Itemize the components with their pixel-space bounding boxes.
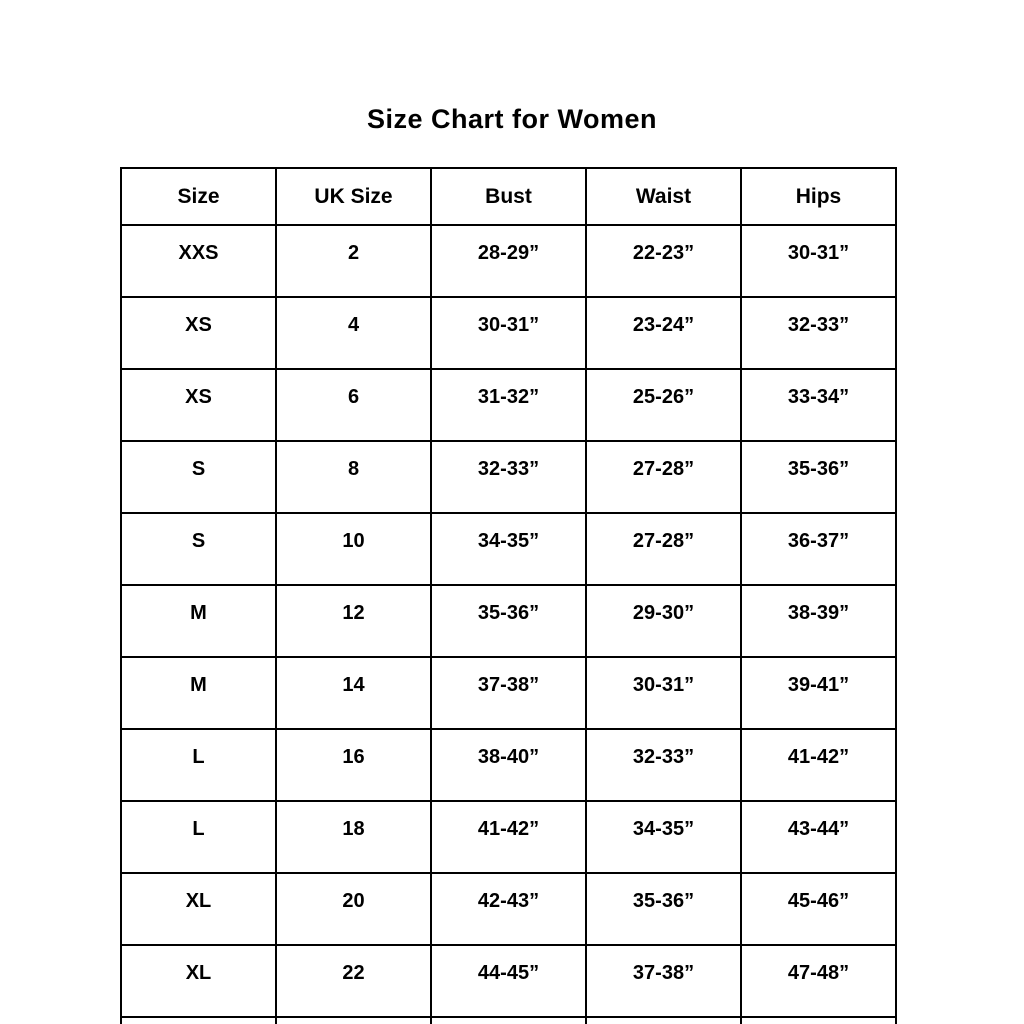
table-cell: 22-23”	[585, 224, 742, 298]
table-cell: 18	[275, 800, 432, 874]
table-cell: 4	[275, 296, 432, 370]
header-row: Size UK Size Bust Waist Hips	[120, 167, 897, 226]
table-cell: 46-48”	[430, 1016, 587, 1024]
table-cell: 47-48”	[740, 944, 897, 1018]
table-cell: XXL	[120, 1016, 277, 1024]
table-cell: S	[120, 512, 277, 586]
table-cell: 2	[275, 224, 432, 298]
table-cell: 49-50”	[740, 1016, 897, 1024]
table-cell: 42-43”	[430, 872, 587, 946]
table-row: XS 4 30-31” 23-24” 32-33”	[120, 296, 897, 370]
table-row: XS 6 31-32” 25-26” 33-34”	[120, 368, 897, 442]
column-header-bust: Bust	[430, 167, 587, 226]
table-cell: L	[120, 728, 277, 802]
table-cell: 32-33”	[430, 440, 587, 514]
table-cell: 35-36”	[740, 440, 897, 514]
table-row: S 8 32-33” 27-28” 35-36”	[120, 440, 897, 514]
table-cell: 34-35”	[585, 800, 742, 874]
table-cell: 32-33”	[585, 728, 742, 802]
table-cell: 37-38”	[430, 656, 587, 730]
table-cell: 16	[275, 728, 432, 802]
table-cell: 27-28”	[585, 440, 742, 514]
table-cell: 8	[275, 440, 432, 514]
table-cell: 30-31”	[585, 656, 742, 730]
table-cell: 39-41”	[740, 656, 897, 730]
table-cell: 38-40”	[430, 728, 587, 802]
table-cell: 24	[275, 1016, 432, 1024]
table-cell: 20	[275, 872, 432, 946]
table-cell: 38-39”	[740, 584, 897, 658]
table-row: XXL2446-48”39-40”49-50”	[120, 1016, 897, 1024]
column-header-size: Size	[120, 167, 277, 226]
table-cell: 34-35”	[430, 512, 587, 586]
table-cell: S	[120, 440, 277, 514]
table-cell: 30-31”	[740, 224, 897, 298]
column-header-uk-size: UK Size	[275, 167, 432, 226]
table-cell: XXS	[120, 224, 277, 298]
table-cell: 37-38”	[585, 944, 742, 1018]
table-row: L 16 38-40” 32-33” 41-42”	[120, 728, 897, 802]
table-row: M 12 35-36” 29-30” 38-39”	[120, 584, 897, 658]
table-cell: XL	[120, 872, 277, 946]
column-header-waist: Waist	[585, 167, 742, 226]
table-cell: XL	[120, 944, 277, 1018]
table-cell: XS	[120, 296, 277, 370]
table-cell: 43-44”	[740, 800, 897, 874]
table-cell: 25-26”	[585, 368, 742, 442]
table-row: XXS 2 28-29” 22-23” 30-31”	[120, 224, 897, 298]
table-cell: 36-37”	[740, 512, 897, 586]
table-cell: M	[120, 584, 277, 658]
table-row: XL 22 44-45” 37-38” 47-48”	[120, 944, 897, 1018]
table-cell: 22	[275, 944, 432, 1018]
table-row: S 10 34-35” 27-28” 36-37”	[120, 512, 897, 586]
table-cell: 33-34”	[740, 368, 897, 442]
table-cell: 35-36”	[430, 584, 587, 658]
table-cell: 39-40”	[585, 1016, 742, 1024]
size-chart-table: Size UK Size Bust Waist Hips XXS 2 28-29” 22-23…	[120, 167, 897, 1024]
table-cell: 10	[275, 512, 432, 586]
table-cell: 41-42”	[740, 728, 897, 802]
table-body: XXS 2 28-29” 22-23” 30-31” XS 4 30-31” 23-24” 32-…	[120, 224, 897, 1024]
table-cell: 30-31”	[430, 296, 587, 370]
table-cell: 32-33”	[740, 296, 897, 370]
table-cell: 23-24”	[585, 296, 742, 370]
table-row: L 18 41-42” 34-35” 43-44”	[120, 800, 897, 874]
table-cell: 35-36”	[585, 872, 742, 946]
table-cell: L	[120, 800, 277, 874]
table-row: XL 20 42-43” 35-36” 45-46”	[120, 872, 897, 946]
table-header: Size UK Size Bust Waist Hips	[120, 167, 897, 226]
page-title: Size Chart for Women	[366, 104, 658, 134]
column-header-hips: Hips	[740, 167, 897, 226]
table-cell: 12	[275, 584, 432, 658]
table-cell: 45-46”	[740, 872, 897, 946]
table-cell: 44-45”	[430, 944, 587, 1018]
table-cell: 28-29”	[430, 224, 587, 298]
table-cell: 29-30”	[585, 584, 742, 658]
table-cell: 27-28”	[585, 512, 742, 586]
table-cell: 31-32”	[430, 368, 587, 442]
table-cell: 41-42”	[430, 800, 587, 874]
table-row: M 14 37-38” 30-31” 39-41”	[120, 656, 897, 730]
table-cell: 6	[275, 368, 432, 442]
table-cell: 14	[275, 656, 432, 730]
table-cell: M	[120, 656, 277, 730]
table-cell: XS	[120, 368, 277, 442]
